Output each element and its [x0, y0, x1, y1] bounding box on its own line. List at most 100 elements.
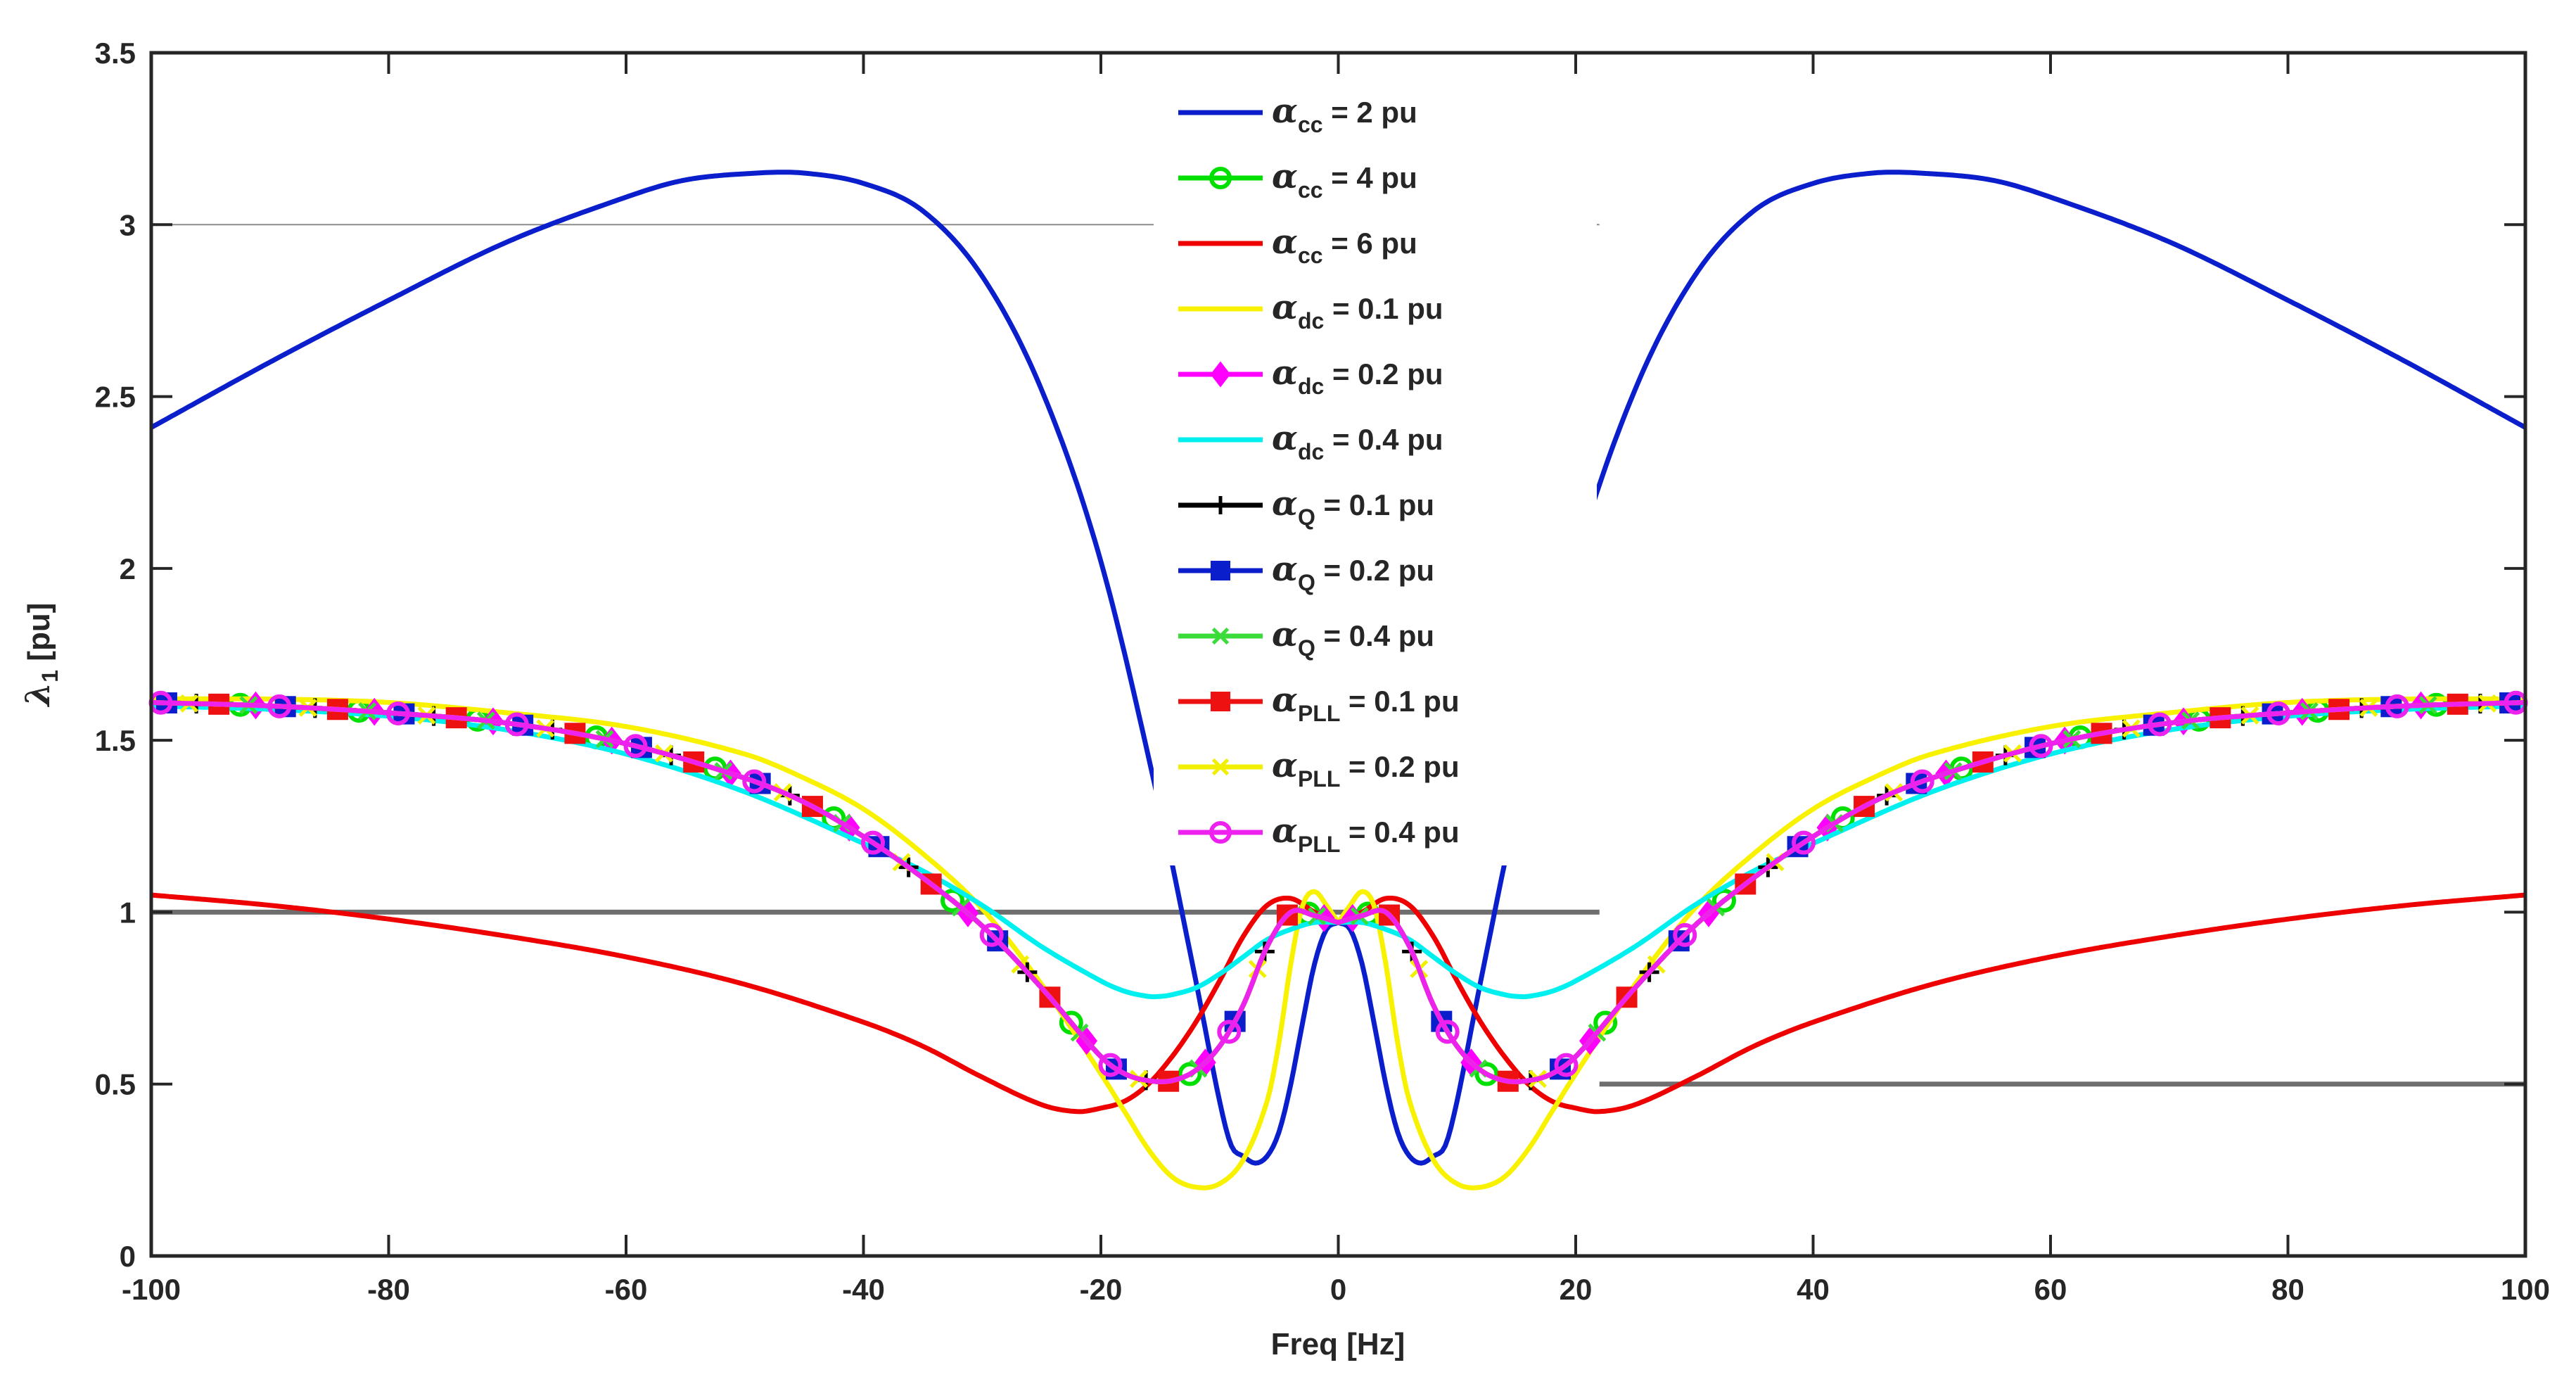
series-marker — [742, 769, 767, 794]
x-tick-label: -100 — [122, 1273, 181, 1306]
legend-subscript: cc — [1298, 243, 1323, 268]
plot-frame — [149, 51, 2527, 1258]
legend-background — [1154, 77, 1597, 865]
series-marker — [1210, 361, 1231, 388]
y-tick-label: 3 — [120, 208, 136, 241]
series-marker — [1673, 922, 1697, 947]
series-marker — [2148, 712, 2172, 737]
series-marker — [623, 734, 648, 758]
legend-symbol: α — [1272, 157, 1298, 196]
legend-subscript: PLL — [1298, 701, 1340, 726]
y-tick-label: 2.5 — [95, 381, 136, 414]
legend-value: = 6 pu — [1323, 227, 1417, 260]
legend-label: αPLL = 0.1 pu — [1272, 680, 1460, 726]
y-tick-label: 1.5 — [95, 724, 136, 757]
legend-symbol: α — [1272, 615, 1298, 654]
legend-subscript: dc — [1298, 439, 1324, 464]
series-marker — [1435, 1020, 1460, 1044]
legend-symbol: α — [1272, 550, 1298, 589]
series-marker — [1217, 1020, 1242, 1044]
legend-item: αdc = 0.2 pu — [1178, 353, 1443, 399]
series-marker — [2385, 694, 2409, 718]
x-tick-label: 80 — [2271, 1273, 2304, 1306]
series-marker — [267, 694, 292, 718]
x-axis-label: Freq [Hz] — [1271, 1327, 1405, 1361]
legend-symbol: α — [1272, 746, 1298, 785]
series-marker — [1854, 796, 1875, 818]
series-marker — [2266, 701, 2290, 726]
series-marker — [1211, 627, 1230, 645]
legend-label: αPLL = 0.4 pu — [1272, 811, 1460, 857]
series-marker — [1211, 692, 1230, 711]
y-tick-label: 2 — [120, 552, 136, 585]
legend-symbol: α — [1272, 91, 1298, 131]
legend-value: = 0.2 pu — [1315, 554, 1434, 587]
legend-value: = 0.4 pu — [1315, 619, 1434, 652]
legend-value: = 0.1 pu — [1315, 488, 1434, 521]
legend-subscript: dc — [1298, 308, 1324, 334]
legend-symbol: α — [1272, 419, 1298, 458]
y-tick-label: 0.5 — [95, 1068, 136, 1101]
legend-item: αPLL = 0.1 pu — [1178, 680, 1460, 726]
series-marker — [941, 888, 965, 913]
legend-label: αcc = 4 pu — [1272, 157, 1417, 203]
series-marker — [1178, 1062, 1202, 1086]
legend-symbol: α — [1272, 680, 1298, 720]
series-marker — [386, 701, 410, 726]
x-tick-label: 60 — [2034, 1273, 2067, 1306]
y-axis-unit: [pu] — [22, 603, 56, 670]
legend-value: = 0.2 pu — [1324, 357, 1443, 391]
x-tick-label: -80 — [367, 1273, 410, 1306]
legend-label: αQ = 0.2 pu — [1272, 550, 1434, 595]
legend-value: = 2 pu — [1323, 96, 1417, 129]
legend-symbol: α — [1272, 288, 1298, 327]
legend-subscript: Q — [1298, 504, 1315, 530]
series-layer — [148, 170, 2528, 1191]
legend-item: αdc = 0.4 pu — [1178, 419, 1443, 464]
legend-item: αQ = 0.1 pu — [1178, 484, 1434, 530]
y-axis-subscript: 1 — [37, 670, 63, 683]
legend-label: αdc = 0.1 pu — [1272, 288, 1443, 334]
legend-label: αQ = 0.1 pu — [1272, 484, 1434, 530]
legend-label: αcc = 2 pu — [1272, 91, 1417, 137]
y-tick-label: 1 — [120, 896, 136, 929]
series-line — [151, 699, 2526, 1084]
legend-item: αPLL = 0.2 pu — [1178, 746, 1460, 792]
series-marker — [1209, 167, 1232, 189]
legend-symbol: α — [1272, 811, 1298, 851]
x-tick-label: 40 — [1797, 1273, 1830, 1306]
series-marker — [1211, 496, 1230, 514]
series-marker — [2029, 734, 2053, 758]
legend-value: = 0.1 pu — [1324, 292, 1443, 325]
y-axis-symbol: λ — [18, 683, 58, 708]
legend-subscript: Q — [1298, 570, 1315, 595]
series-marker — [1209, 821, 1232, 844]
series-marker — [1711, 888, 1736, 913]
legend-item: αPLL = 0.4 pu — [1178, 811, 1460, 857]
x-tick-label: -20 — [1080, 1273, 1123, 1306]
x-tick-label: 20 — [1560, 1273, 1593, 1306]
x-tick-label: -60 — [605, 1273, 648, 1306]
legend-label: αdc = 0.2 pu — [1272, 353, 1443, 399]
series-marker — [861, 830, 885, 855]
series-marker — [1554, 1053, 1579, 1077]
legend-label: αPLL = 0.2 pu — [1272, 746, 1460, 792]
legend-subscript: PLL — [1298, 832, 1340, 857]
legend-value: = 0.1 pu — [1340, 685, 1459, 718]
series-marker — [1792, 830, 1816, 855]
legend-label: αQ = 0.4 pu — [1272, 615, 1434, 661]
series-marker — [504, 712, 529, 737]
legend-subscript: cc — [1298, 177, 1323, 203]
x-tick-label: 100 — [2501, 1273, 2550, 1306]
legend-item: αcc = 2 pu — [1178, 91, 1417, 137]
y-axis-label: λ1 [pu] — [18, 603, 63, 708]
series-marker — [1098, 1053, 1123, 1077]
legend-value: = 4 pu — [1323, 161, 1417, 194]
legend-subscript: PLL — [1298, 766, 1340, 792]
series-marker — [1211, 758, 1230, 776]
legend-symbol: α — [1272, 353, 1298, 393]
y-tick-label: 0 — [120, 1240, 136, 1273]
legend-symbol: α — [1272, 484, 1298, 523]
